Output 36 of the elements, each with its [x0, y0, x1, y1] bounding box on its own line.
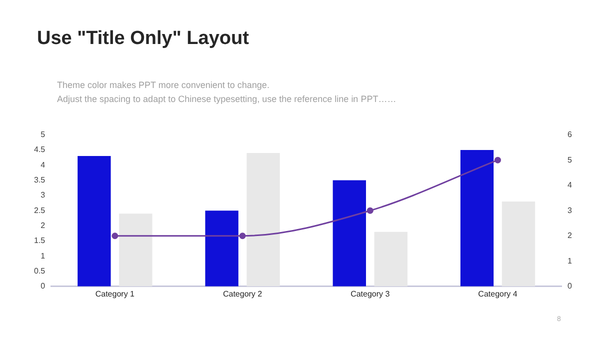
y2-tick-label: 4 [568, 180, 573, 190]
y-tick-label: 4 [40, 160, 46, 170]
point [494, 156, 501, 164]
bar [119, 214, 152, 286]
bar [460, 150, 494, 286]
chart-subtitle: Theme color makes PPT more convenient to change. Adjust the spacing to adapt to Chinese typesetting, use the reference line in PPT…… [57, 79, 396, 106]
x-tick-label: Category 3 [350, 289, 390, 298]
y-tick-label: 2.5 [34, 206, 46, 215]
point [112, 232, 118, 240]
y-tick-label: 5 [40, 130, 46, 140]
y-tick-label: 2 [40, 220, 46, 230]
y-tick-label: 0 [40, 282, 46, 291]
bar [246, 152, 280, 286]
y-tick-label: 3.5 [34, 175, 46, 184]
y2-tick-label: 2 [568, 231, 573, 240]
bar [78, 156, 111, 286]
y2-tick-label: 6 [568, 130, 573, 140]
y-tick-label: 3 [40, 190, 46, 200]
x-tick-label: Category 1 [95, 289, 136, 298]
y-tick-label: 1.5 [34, 236, 46, 246]
y2-tick-label: 5 [568, 155, 573, 164]
x-tick-label: Category 2 [222, 289, 263, 298]
chart-title: Use "Title Only" Layout [37, 28, 249, 50]
bar [502, 202, 536, 286]
point [366, 207, 374, 214]
bar [332, 180, 366, 286]
point [239, 232, 246, 240]
y2-tick-label: 0 [568, 282, 573, 291]
y-tick-label: 0.5 [34, 266, 46, 276]
y2-tick-label: 1 [568, 256, 573, 266]
y2-tick-label: 3 [568, 206, 573, 215]
bar [205, 210, 238, 286]
x-tick-label: Category 4 [478, 289, 518, 298]
bar [374, 232, 408, 286]
y-tick-label: 1 [40, 251, 46, 260]
y-tick-label: 4.5 [34, 145, 46, 154]
